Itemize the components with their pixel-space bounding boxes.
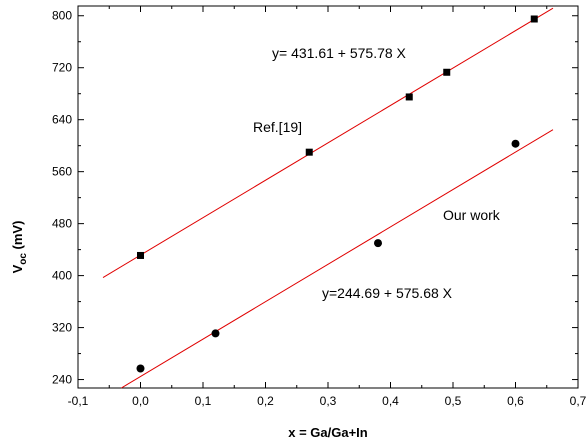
- data-point-square: [137, 251, 144, 259]
- fit-equation-ref: y= 431.61 + 575.78 X: [272, 45, 407, 61]
- y-tick-label: 320: [52, 321, 72, 335]
- fit-line-series-0: [102, 7, 554, 278]
- y-axis-title-subscript: oc: [18, 253, 29, 265]
- y-tick-label: 640: [52, 113, 72, 127]
- x-tick-label: 0,0: [132, 394, 149, 408]
- y-tick-label: 240: [52, 373, 72, 387]
- fit-line-series-1: [121, 129, 554, 389]
- x-tick-label: 0,2: [257, 394, 274, 408]
- data-markers: [136, 15, 538, 373]
- y-tick-labels: 240 320 400 480 560 640 720 800: [52, 9, 72, 387]
- x-tick-label: 0,3: [320, 394, 337, 408]
- data-point-circle: [511, 139, 520, 148]
- x-tick-label: 0,1: [195, 394, 212, 408]
- y-axis-title-unit: (mV): [10, 221, 25, 254]
- series-label-our-work: Our work: [443, 207, 501, 223]
- y-tick-label: 560: [52, 165, 72, 179]
- x-tick-label: 0,6: [507, 394, 524, 408]
- series-label-ref: Ref.[19]: [253, 119, 302, 135]
- data-point-circle: [136, 364, 145, 373]
- data-point-circle: [374, 239, 382, 248]
- data-point-square: [405, 93, 413, 101]
- data-point-square: [443, 68, 451, 76]
- fit-lines: [102, 7, 554, 389]
- data-point-circle: [211, 329, 220, 338]
- x-tick-label: 0,5: [445, 394, 462, 408]
- y-tick-label: 480: [52, 217, 72, 231]
- y-tick-label: 400: [52, 269, 72, 283]
- x-axis-title: x = Ga/Ga+In: [288, 425, 368, 440]
- data-point-square: [305, 148, 313, 156]
- x-axis-ticks: [77, 6, 579, 388]
- plot-frame-group: [77, 5, 579, 389]
- x-tick-label: 0,7: [570, 394, 587, 408]
- fit-equation-our-work: y=244.69 + 575.68 X: [322, 285, 453, 301]
- y-axis-ticks: [78, 15, 578, 381]
- x-tick-label: -0,1: [68, 394, 89, 408]
- y-axis-title: Voc (mV): [10, 221, 29, 274]
- plot-frame: [77, 5, 579, 389]
- data-point-square: [530, 15, 538, 23]
- y-tick-label: 720: [52, 61, 72, 75]
- x-tick-labels: -0,1 0,0 0,1 0,2 0,3 0,4 0,5 0,6 0,7: [68, 394, 587, 408]
- x-tick-label: 0,4: [382, 394, 399, 408]
- y-tick-label: 800: [52, 9, 72, 23]
- y-axis-title-main: V: [10, 264, 25, 273]
